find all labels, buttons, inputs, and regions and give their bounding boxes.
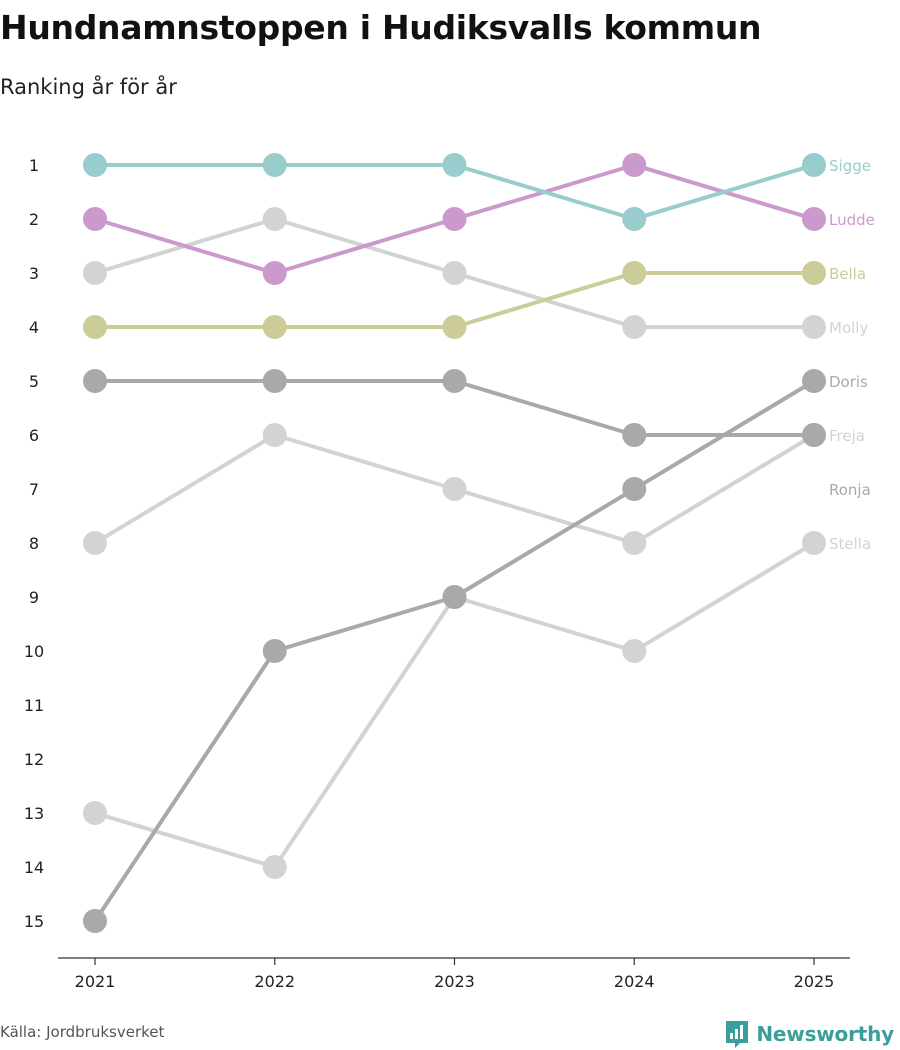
x-tick-label-2021: 2021 <box>75 972 116 991</box>
point-stella-2025 <box>802 531 826 555</box>
point-ludde-2025 <box>802 207 826 231</box>
y-tick-label-5: 5 <box>29 372 39 391</box>
end-label-bella: Bella <box>829 265 866 283</box>
point-ludde-2023 <box>442 207 467 231</box>
point-ludde-2022 <box>262 261 287 285</box>
y-tick-label-6: 6 <box>29 426 39 445</box>
source-note: Källa: Jordbruksverket <box>0 1023 165 1041</box>
y-tick-label-15: 15 <box>24 912 44 931</box>
point-bella-2024 <box>622 261 647 285</box>
point-ronja-2023 <box>442 477 467 501</box>
point-bella-2023 <box>442 315 467 339</box>
y-tick-label-12: 12 <box>24 750 44 769</box>
x-tick-label-2025: 2025 <box>794 972 835 991</box>
chart-title: Hundnamnstoppen i Hudiksvalls kommun <box>0 8 762 47</box>
end-label-ronja: Ronja <box>829 481 871 499</box>
point-sigge-2024 <box>622 207 647 231</box>
y-tick-label-2: 2 <box>29 210 39 229</box>
y-tick-label-9: 9 <box>29 588 39 607</box>
x-tick-label-2024: 2024 <box>614 972 655 991</box>
point-molly-2022 <box>262 207 287 231</box>
chart-subtitle: Ranking år för år <box>0 75 177 99</box>
point-freja-2023 <box>442 369 467 393</box>
newsworthy-logo-icon <box>726 1021 749 1048</box>
point-ludde-2021 <box>83 207 107 231</box>
end-label-stella: Stella <box>829 535 871 553</box>
point-doris-2024 <box>622 477 647 501</box>
end-label-molly: Molly <box>829 319 868 337</box>
y-tick-label-1: 1 <box>29 156 39 175</box>
point-molly-2024 <box>622 315 647 339</box>
point-freja-2025 <box>802 423 826 447</box>
point-bella-2021 <box>83 315 107 339</box>
x-tick-label-2022: 2022 <box>254 972 295 991</box>
y-tick-label-13: 13 <box>24 804 44 823</box>
y-tick-label-8: 8 <box>29 534 39 553</box>
end-label-ludde: Ludde <box>829 211 875 229</box>
point-stella-2021 <box>83 801 107 825</box>
point-doris-2023 <box>442 585 467 609</box>
point-doris-2025 <box>802 369 826 393</box>
point-freja-2024 <box>622 423 647 447</box>
y-tick-label-7: 7 <box>29 480 39 499</box>
y-tick-label-10: 10 <box>24 642 44 661</box>
point-doris-2021 <box>83 909 107 933</box>
point-sigge-2025 <box>802 153 826 177</box>
end-label-sigge: Sigge <box>829 157 871 175</box>
point-sigge-2022 <box>262 153 287 177</box>
y-tick-label-11: 11 <box>24 696 44 715</box>
x-tick-label-2023: 2023 <box>434 972 475 991</box>
end-label-freja: Freja <box>829 427 865 445</box>
y-tick-label-14: 14 <box>24 858 44 877</box>
point-ronja-2024 <box>622 531 647 555</box>
y-tick-label-3: 3 <box>29 264 39 283</box>
point-ronja-2021 <box>83 531 107 555</box>
point-sigge-2021 <box>83 153 107 177</box>
point-molly-2023 <box>442 261 467 285</box>
point-bella-2022 <box>262 315 287 339</box>
newsworthy-logo-text: Newsworthy <box>756 1022 894 1046</box>
point-freja-2021 <box>83 369 107 393</box>
point-ronja-2022 <box>262 423 287 447</box>
y-tick-label-4: 4 <box>29 318 39 337</box>
point-molly-2025 <box>802 315 826 339</box>
point-stella-2022 <box>262 855 287 879</box>
end-label-doris: Doris <box>829 373 868 391</box>
point-bella-2025 <box>802 261 826 285</box>
point-ludde-2024 <box>622 153 647 177</box>
point-molly-2021 <box>83 261 107 285</box>
point-freja-2022 <box>262 369 287 393</box>
point-sigge-2023 <box>442 153 467 177</box>
point-stella-2024 <box>622 639 647 663</box>
newsworthy-logo: Newsworthy <box>724 1018 894 1050</box>
series-line-doris <box>93 379 816 923</box>
point-doris-2022 <box>262 639 287 663</box>
